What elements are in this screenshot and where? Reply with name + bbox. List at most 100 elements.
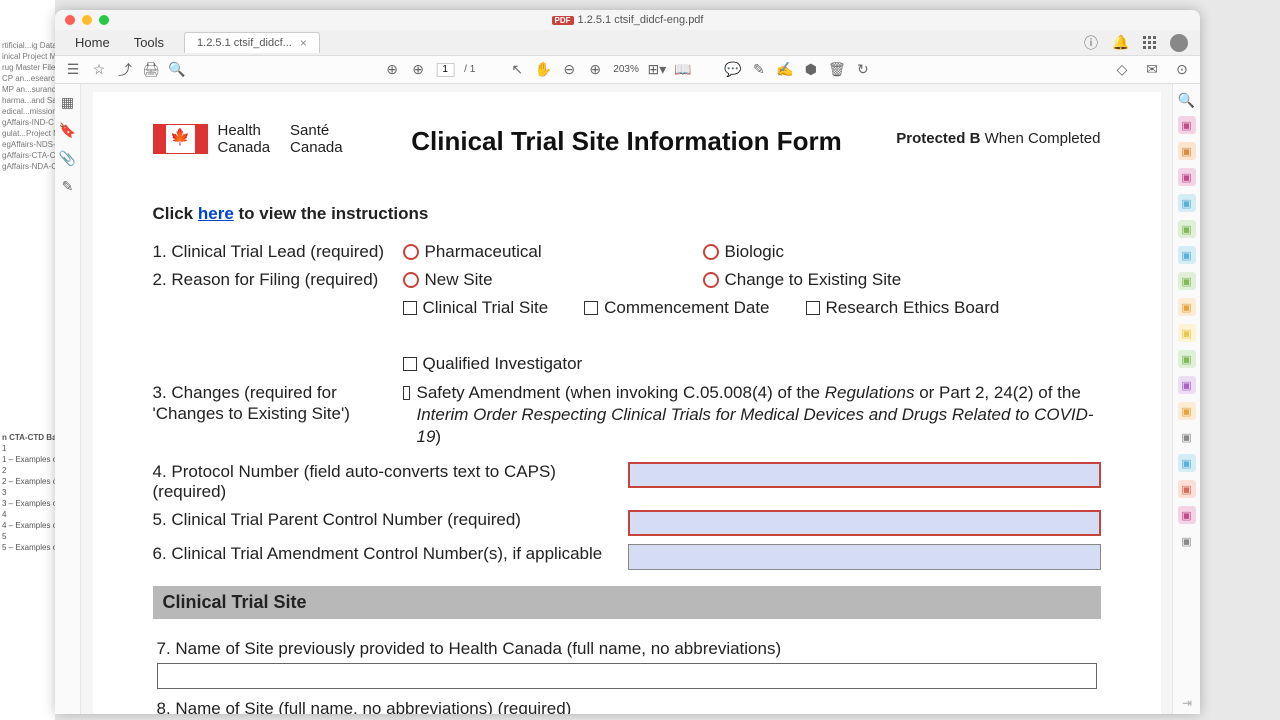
- highlight-icon[interactable]: ✎: [751, 62, 767, 78]
- tab-bar: Home Tools 1.2.5.1 ctsif_didcf... × ⓘ 🔔: [55, 30, 1200, 56]
- rotate-icon[interactable]: ↻: [855, 62, 871, 78]
- user-avatar[interactable]: [1170, 34, 1188, 52]
- tool-icon-6[interactable]: ▣: [1178, 246, 1196, 264]
- share-icon[interactable]: ⤴: [117, 62, 133, 78]
- q2-opt-change-existing[interactable]: Change to Existing Site: [703, 270, 902, 290]
- zoom-out-icon[interactable]: ⊖: [561, 62, 577, 78]
- tool-icon-7[interactable]: ▣: [1178, 272, 1196, 290]
- eraser-icon[interactable]: ◇: [1114, 62, 1130, 78]
- bg-item: rug Master File S: [0, 62, 55, 73]
- tool-icon-13[interactable]: ▣: [1178, 428, 1196, 446]
- tool-icon-1[interactable]: ▣: [1178, 116, 1196, 134]
- tool-icon-8[interactable]: ▣: [1178, 298, 1196, 316]
- page-down-icon[interactable]: ⊕: [410, 62, 426, 78]
- protected-tail: When Completed: [980, 130, 1100, 147]
- opt-label: New Site: [425, 270, 493, 290]
- search-rail-icon[interactable]: 🔍: [1179, 92, 1195, 108]
- q3-check-clinical-trial-site[interactable]: Clinical Trial Site: [403, 298, 549, 318]
- tool-icon-15[interactable]: ▣: [1178, 480, 1196, 498]
- sidebar-toggle-icon[interactable]: ☰: [65, 62, 81, 78]
- mail-icon[interactable]: ✉: [1144, 62, 1160, 78]
- sign-icon[interactable]: ✍: [777, 62, 793, 78]
- checkbox-icon: [584, 301, 598, 315]
- tool-icon-14[interactable]: ▣: [1178, 454, 1196, 472]
- bookmark-icon[interactable]: 🔖: [60, 122, 76, 138]
- page-number-input[interactable]: [436, 63, 454, 77]
- close-window-button[interactable]: [65, 15, 75, 25]
- opt-label: Commencement Date: [604, 298, 769, 318]
- bg-item: edical...mission I: [0, 106, 55, 117]
- q3-label: 3. Changes (required for 'Changes to Exi…: [153, 382, 403, 425]
- q2-opt-new-site[interactable]: New Site: [403, 270, 683, 290]
- bg-item: MP an...surance: [0, 84, 55, 95]
- tools-tab[interactable]: Tools: [122, 31, 176, 54]
- stamp-icon[interactable]: ⬢: [803, 62, 819, 78]
- minimize-window-button[interactable]: [82, 15, 92, 25]
- titlebar: PDF 1.2.5.1 ctsif_didcf-eng.pdf: [55, 10, 1200, 30]
- pointer-icon[interactable]: ↖: [509, 62, 525, 78]
- right-tools-rail: 🔍 ▣ ▣ ▣ ▣ ▣ ▣ ▣ ▣ ▣ ▣ ▣ ▣ ▣ ▣ ▣ ▣ ▣ ⇥: [1172, 84, 1200, 714]
- tool-icon-10[interactable]: ▣: [1178, 350, 1196, 368]
- safety-mid: or Part 2, 24(2) of the: [915, 383, 1081, 402]
- interim-order-italic: Interim Order Respecting Clinical Trials…: [416, 405, 1093, 446]
- home-tab[interactable]: Home: [63, 31, 122, 54]
- tool-icon-3[interactable]: ▣: [1178, 168, 1196, 186]
- radio-icon: [403, 244, 419, 260]
- maximize-window-button[interactable]: [99, 15, 109, 25]
- q3-check-research-ethics[interactable]: Research Ethics Board: [806, 298, 1000, 318]
- parent-control-number-input[interactable]: [628, 510, 1101, 536]
- pdf-viewer-window: PDF 1.2.5.1 ctsif_didcf-eng.pdf Home Too…: [55, 10, 1200, 714]
- apps-grid-icon[interactable]: [1143, 36, 1156, 49]
- tool-icon-9[interactable]: ▣: [1178, 324, 1196, 342]
- tool-icon-4[interactable]: ▣: [1178, 194, 1196, 212]
- signature-panel-icon[interactable]: ✎: [60, 178, 76, 194]
- q3-check-safety-amendment[interactable]: Safety Amendment (when invoking C.05.008…: [403, 382, 1101, 448]
- bg-item: rtificial...ig Data H: [0, 40, 55, 51]
- delete-icon[interactable]: 🗑: [829, 62, 845, 78]
- tool-icon-11[interactable]: ▣: [1178, 376, 1196, 394]
- expand-rail-icon[interactable]: ⇥: [1182, 696, 1192, 710]
- notifications-icon[interactable]: 🔔: [1113, 35, 1129, 51]
- bg-section-title: n CTA-CTD Bac: [0, 432, 55, 443]
- q1-opt-pharmaceutical[interactable]: Pharmaceutical: [403, 242, 683, 262]
- q1-opt-biologic[interactable]: Biologic: [703, 242, 785, 262]
- opt-label: Qualified Investigator: [423, 354, 583, 374]
- amendment-control-number-input[interactable]: [628, 544, 1101, 570]
- close-tab-icon[interactable]: ×: [300, 36, 307, 50]
- page-up-icon[interactable]: ⊕: [384, 62, 400, 78]
- checkbox-icon: [403, 357, 417, 371]
- page-total: / 1: [464, 64, 475, 75]
- tool-icon-16[interactable]: ▣: [1178, 506, 1196, 524]
- q3-check-qualified-investigator[interactable]: Qualified Investigator: [403, 354, 583, 374]
- tool-icon-17[interactable]: ▣: [1178, 532, 1196, 550]
- instr-pre: Click: [153, 204, 198, 223]
- q3-check-commencement-date[interactable]: Commencement Date: [584, 298, 769, 318]
- tool-icon-2[interactable]: ▣: [1178, 142, 1196, 160]
- star-icon[interactable]: ☆: [91, 62, 107, 78]
- bg-item: 5: [0, 531, 55, 542]
- instructions-link[interactable]: here: [198, 204, 234, 223]
- print-icon[interactable]: 🖨: [143, 62, 159, 78]
- bg-item: gAffairs-NDA-C: [0, 161, 55, 172]
- thumbnails-icon[interactable]: ▦: [60, 94, 76, 110]
- tool-icon-12[interactable]: ▣: [1178, 402, 1196, 420]
- search-icon[interactable]: 🔍: [169, 62, 185, 78]
- zoom-in-icon[interactable]: ⊕: [587, 62, 603, 78]
- q7-input[interactable]: [157, 663, 1097, 689]
- opt-label: Change to Existing Site: [725, 270, 902, 290]
- attachment-icon[interactable]: 📎: [60, 150, 76, 166]
- more-tools-icon[interactable]: ⊙: [1174, 62, 1190, 78]
- fit-width-icon[interactable]: ⊞▾: [649, 62, 665, 78]
- hand-icon[interactable]: ✋: [535, 62, 551, 78]
- government-logo: 🍁 Health Canada Santé Canada: [153, 122, 343, 156]
- protocol-number-input[interactable]: [628, 462, 1101, 488]
- read-mode-icon[interactable]: 📖: [675, 62, 691, 78]
- zoom-level[interactable]: 203%: [613, 64, 639, 75]
- bg-item: 1: [0, 443, 55, 454]
- document-tab-active[interactable]: 1.2.5.1 ctsif_didcf... ×: [184, 32, 320, 53]
- comment-icon[interactable]: 💬: [725, 62, 741, 78]
- safety-amendment-text: Safety Amendment (when invoking C.05.008…: [416, 382, 1100, 448]
- help-icon[interactable]: ⓘ: [1083, 35, 1099, 51]
- checkbox-icon: [403, 301, 417, 315]
- tool-icon-5[interactable]: ▣: [1178, 220, 1196, 238]
